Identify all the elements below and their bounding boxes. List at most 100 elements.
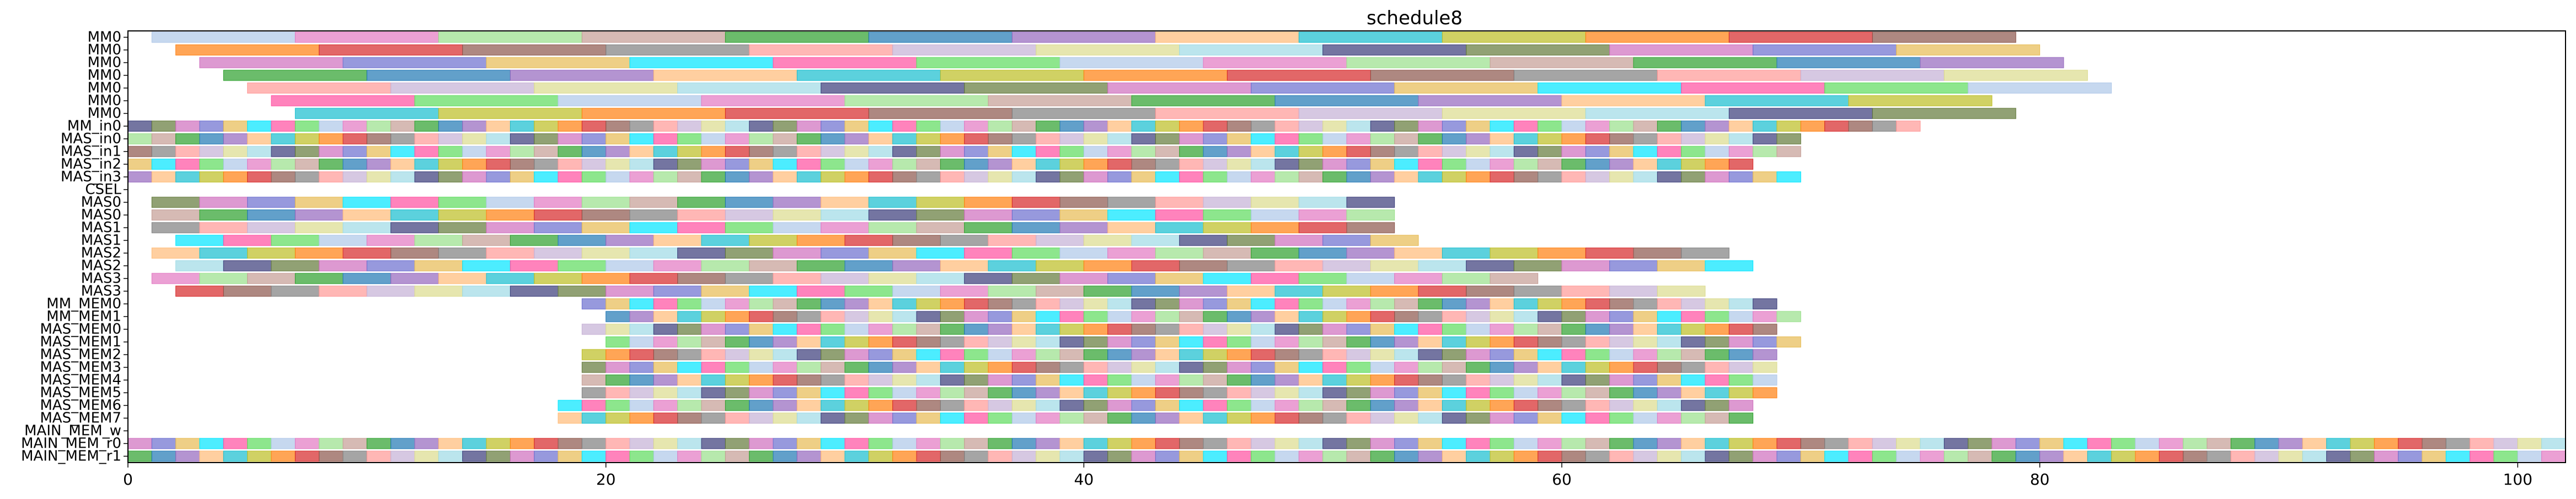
task-bar bbox=[1059, 57, 1204, 68]
task-bar bbox=[2159, 450, 2184, 462]
task-bar bbox=[1728, 171, 1754, 183]
task-bar bbox=[1346, 387, 1371, 399]
task-bar bbox=[1036, 158, 1061, 170]
task-bar bbox=[701, 146, 726, 157]
task-bar bbox=[294, 146, 320, 157]
task-bar bbox=[1776, 120, 1801, 132]
task-bar bbox=[1107, 400, 1132, 411]
task-bar bbox=[1036, 438, 1061, 449]
task-bar bbox=[629, 450, 654, 462]
task-bar bbox=[1179, 260, 1228, 272]
task-bar bbox=[606, 349, 630, 360]
task-bar bbox=[701, 387, 726, 399]
task-bar bbox=[1633, 400, 1658, 411]
task-bar bbox=[581, 298, 607, 310]
task-bar bbox=[1179, 311, 1204, 322]
task-bar bbox=[1059, 273, 1108, 284]
task-bar bbox=[1728, 412, 1754, 424]
task-bar bbox=[414, 133, 439, 145]
task-bar bbox=[749, 171, 774, 183]
task-bar bbox=[988, 400, 1013, 411]
task-bar bbox=[606, 298, 630, 310]
task-bar bbox=[1370, 323, 1395, 335]
task-bar bbox=[1155, 120, 1180, 132]
task-bar bbox=[1418, 362, 1443, 373]
task-bar bbox=[342, 438, 367, 449]
task-bar bbox=[1466, 374, 1491, 386]
task-bar bbox=[1131, 412, 1156, 424]
task-bar bbox=[127, 438, 152, 449]
task-bar bbox=[486, 158, 511, 170]
task-bar bbox=[1251, 362, 1276, 373]
task-bar bbox=[892, 412, 917, 424]
task-bar bbox=[1036, 298, 1061, 310]
task-bar bbox=[1083, 285, 1132, 297]
task-bar bbox=[247, 120, 272, 132]
task-bar bbox=[271, 235, 320, 246]
task-bar bbox=[1394, 400, 1419, 411]
task-bar bbox=[581, 171, 607, 183]
task-bar bbox=[653, 311, 678, 322]
task-bar bbox=[773, 336, 797, 348]
task-bar bbox=[1107, 374, 1132, 386]
task-bar bbox=[1155, 273, 1204, 284]
task-bar bbox=[486, 120, 511, 132]
task-bar bbox=[1346, 222, 1395, 233]
task-bar bbox=[1059, 311, 1084, 322]
task-bar bbox=[366, 120, 392, 132]
task-bar bbox=[1083, 349, 1108, 360]
y-tick-label: MM0 bbox=[88, 67, 121, 84]
task-bar bbox=[749, 44, 893, 56]
task-bar bbox=[677, 82, 822, 94]
task-bar bbox=[1251, 298, 1276, 310]
task-bar bbox=[892, 298, 917, 310]
task-bar bbox=[677, 146, 702, 157]
task-bar bbox=[581, 247, 630, 259]
task-bar bbox=[1418, 336, 1443, 348]
task-bar bbox=[701, 450, 726, 462]
task-bar bbox=[844, 158, 869, 170]
task-bar bbox=[629, 57, 774, 68]
task-bar bbox=[1370, 336, 1395, 348]
task-bar bbox=[653, 120, 678, 132]
task-bar bbox=[701, 235, 750, 246]
task-bar bbox=[1394, 450, 1419, 462]
task-bar bbox=[558, 146, 582, 157]
task-bar bbox=[486, 222, 535, 233]
task-bar bbox=[438, 197, 487, 208]
task-bar bbox=[821, 209, 869, 221]
task-bar bbox=[1155, 298, 1180, 310]
task-bar bbox=[223, 438, 248, 449]
task-bar bbox=[1418, 400, 1443, 411]
task-bar bbox=[1059, 362, 1084, 373]
task-bar bbox=[1298, 387, 1324, 399]
task-bar bbox=[1107, 247, 1156, 259]
task-bar bbox=[629, 158, 654, 170]
task-bar bbox=[1179, 133, 1204, 145]
task-bar bbox=[151, 450, 176, 462]
task-bar bbox=[175, 120, 200, 132]
task-bar bbox=[366, 235, 415, 246]
task-bar bbox=[1466, 285, 1514, 297]
task-bar bbox=[1011, 171, 1037, 183]
task-bar bbox=[773, 120, 797, 132]
task-bar bbox=[1442, 171, 1467, 183]
task-bar bbox=[1179, 362, 1204, 373]
task-bar bbox=[725, 197, 774, 208]
task-bar bbox=[725, 209, 774, 221]
task-bar bbox=[294, 197, 344, 208]
task-bar bbox=[1131, 298, 1156, 310]
task-bar bbox=[199, 222, 248, 233]
task-bar bbox=[1466, 323, 1491, 335]
task-bar bbox=[2230, 450, 2256, 462]
task-bar bbox=[1394, 133, 1419, 145]
task-bar bbox=[940, 349, 965, 360]
task-bar bbox=[1107, 323, 1132, 335]
task-bar bbox=[1466, 336, 1491, 348]
task-bar bbox=[1155, 133, 1180, 145]
task-bar bbox=[892, 374, 917, 386]
task-bar bbox=[749, 158, 774, 170]
task-bar bbox=[892, 349, 917, 360]
task-bar bbox=[1251, 273, 1299, 284]
task-bar bbox=[175, 235, 224, 246]
